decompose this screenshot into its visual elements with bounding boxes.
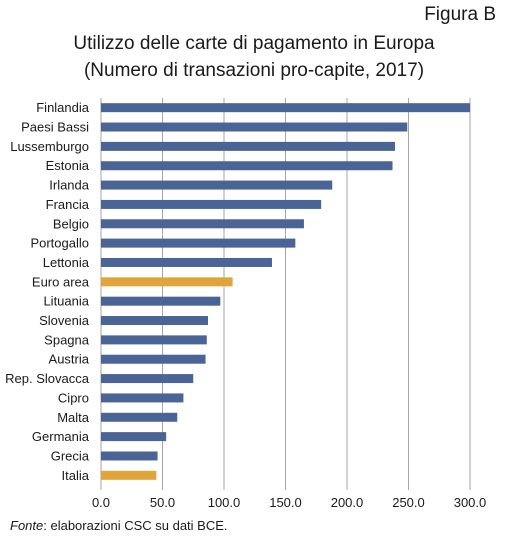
category-labels: Finlandia Paesi Bassi Lussemburgo Estonia Ir… [5,100,90,483]
bar [101,432,167,442]
x-tick-label: 50.0 [150,495,175,510]
category-label: Belgio [53,216,89,231]
x-tick-label: 100.0 [208,495,241,510]
bar [101,412,178,422]
bar [101,122,408,132]
category-label: Grecia [51,448,90,463]
x-tick-label: 250.0 [392,495,425,510]
category-label: Spagna [44,332,90,347]
bar [101,238,296,248]
source-text: : elaborazioni CSC su dati BCE. [43,518,228,533]
chart-title: Utilizzo delle carte di pagamento in Eur… [73,33,435,54]
bar [101,161,393,171]
bar [101,354,206,364]
category-label: Estonia [46,158,90,173]
bar [101,316,209,326]
category-label: Paesi Bassi [21,120,89,135]
figure-label: Figura B [424,4,496,25]
bar [101,103,470,113]
source-note: Fonte: elaborazioni CSC su dati BCE. [10,518,228,533]
x-tick-label: 0.0 [92,495,110,510]
grid-lines [100,98,471,490]
x-tick-label: 300.0 [454,495,487,510]
bar [101,257,272,267]
bar [101,219,304,229]
category-label: Euro area [32,274,90,289]
x-tick-label: 200.0 [331,495,364,510]
chart-subtitle: (Numero di transazioni pro-capite, 2017) [83,60,425,81]
category-label: Austria [49,352,90,367]
bar [101,296,221,306]
category-label: Cipro [58,390,89,405]
category-label: Irlanda [49,178,90,193]
bar [101,199,322,209]
bar [101,451,158,461]
bars [101,103,470,480]
bar [101,393,184,403]
bar [101,277,233,287]
category-label: Lussemburgo [10,139,89,154]
category-label: Slovenia [39,313,90,328]
category-label: Lituania [43,294,89,309]
source-label: Fonte [10,518,44,533]
category-label: Malta [57,410,90,425]
category-label: Portogallo [30,236,89,251]
category-label: Francia [46,197,90,212]
category-label: Finlandia [36,100,90,115]
bar [101,141,395,151]
category-label: Italia [62,468,90,483]
bar [101,470,157,480]
category-label: Germania [32,429,90,444]
category-label: Lettonia [43,255,90,270]
bar [101,374,194,384]
x-tick-labels: 0.0 50.0 100.0 150.0 200.0 250.0 300.0 [92,495,486,510]
bar [101,180,333,190]
category-label: Rep. Slovacca [5,371,90,386]
x-tick-label: 150.0 [269,495,302,510]
bar [101,335,207,345]
